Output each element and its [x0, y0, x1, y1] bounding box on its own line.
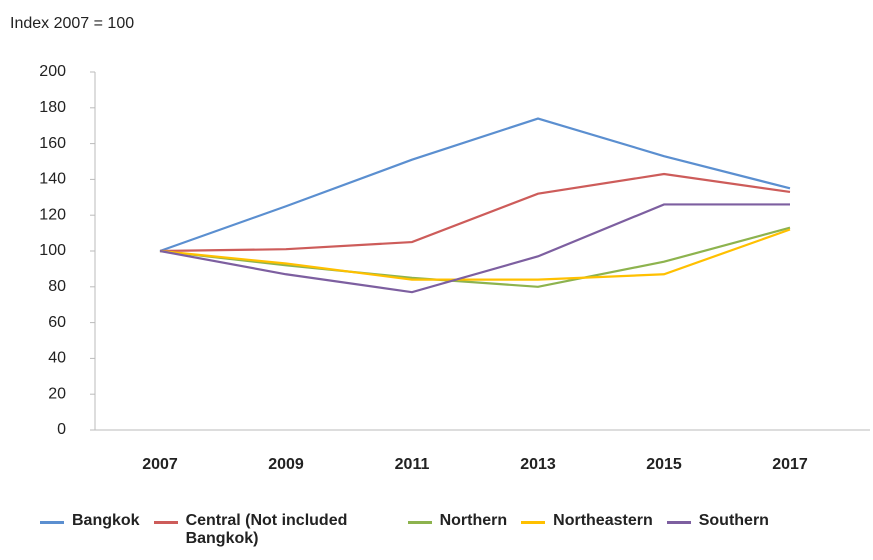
line-series — [159, 228, 791, 281]
legend-label: Northern — [439, 512, 508, 529]
x-tick-label: 2015 — [646, 456, 682, 473]
legend-swatch — [407, 521, 432, 524]
legend-item: Bangkok — [40, 512, 140, 548]
y-tick-label: 140 — [39, 171, 66, 188]
legend-swatch — [153, 521, 178, 524]
y-tick-label: 160 — [39, 135, 66, 152]
legend-label: Northeastern — [553, 512, 653, 529]
legend-label: Southern — [698, 512, 769, 529]
y-tick-label: 0 — [57, 421, 66, 438]
legend-swatch — [666, 521, 691, 524]
legend-swatch — [40, 521, 64, 524]
chart-title: Index 2007 = 100 — [10, 15, 134, 32]
line-series — [159, 172, 791, 253]
y-tick-label: 120 — [39, 206, 66, 223]
legend-label: Central (Not included Bangkok) — [185, 512, 348, 547]
line-series — [159, 203, 790, 294]
y-tick-label: 80 — [48, 278, 66, 295]
y-tick-label: 20 — [48, 385, 66, 402]
legend-swatch — [521, 521, 546, 524]
y-tick-label: 100 — [39, 242, 66, 259]
legend-item: Central (Not included Bangkok) — [153, 512, 394, 548]
line-series — [159, 226, 791, 288]
legend-label: Bangkok — [72, 512, 140, 529]
chart: Index 2007 = 100 0 20 40 60 80 100 120 140 160 18… — [10, 15, 870, 473]
legend-item: Northern — [407, 512, 508, 548]
legend-item: Northeastern — [521, 512, 653, 548]
x-tick-label: 2017 — [772, 456, 808, 473]
x-tick-label: 2009 — [268, 456, 304, 473]
x-tick-label: 2007 — [142, 456, 178, 473]
legend-item: Southern — [666, 512, 769, 548]
line-series — [159, 117, 791, 253]
y-tick-label: 180 — [39, 99, 66, 116]
y-tick-label: 200 — [39, 63, 66, 80]
y-tick-label: 40 — [48, 350, 66, 367]
x-tick-label: 2013 — [520, 456, 556, 473]
x-tick-label: 2011 — [395, 456, 430, 473]
y-tick-label: 60 — [48, 314, 66, 331]
legend: Bangkok Central (Not included Bangkok) Nor… — [40, 512, 870, 548]
